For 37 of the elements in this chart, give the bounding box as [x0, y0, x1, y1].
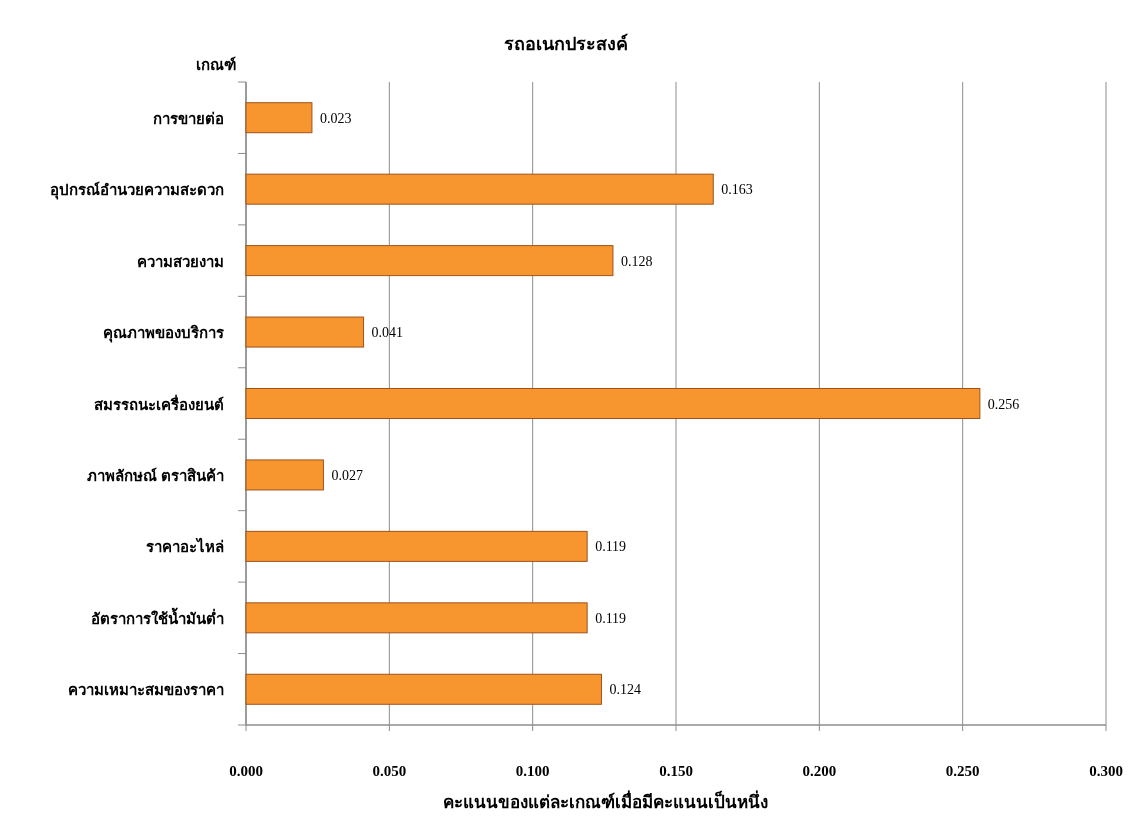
x-tick-label: 0.300 — [1089, 763, 1123, 779]
bar — [245, 102, 313, 134]
y-tick-label: การขายต่อ — [153, 110, 224, 127]
bar — [245, 673, 602, 705]
x-tick-label: 0.100 — [515, 763, 550, 779]
bar — [245, 388, 981, 419]
data-label: 0.027 — [331, 467, 363, 483]
y-tick-label: ราคาอะไหล่ — [146, 537, 224, 556]
x-tick-label: 0.000 — [229, 763, 263, 779]
y-tick-label: อุปกรณ์อำนวยความสะดวก — [50, 181, 224, 201]
data-label: 0.119 — [595, 610, 627, 626]
x-tick-label: 0.050 — [372, 763, 407, 779]
y-tick-label: ความสวยงาม — [137, 253, 224, 270]
x-tick-label: 0.200 — [802, 763, 837, 779]
data-label: 0.119 — [595, 539, 627, 555]
chart-title: รถอเนกประสงค์ — [504, 33, 628, 54]
y-axis-title: เกณฑ์ — [196, 56, 236, 73]
y-tick-label: ภาพลักษณ์ ตราสินค้า — [87, 466, 224, 484]
x-tick-label: 0.150 — [659, 763, 693, 779]
data-label: 0.124 — [609, 682, 641, 698]
y-tick-label: สมรรถนะเครื่องยนต์ — [94, 393, 224, 413]
data-label: 0.041 — [371, 325, 404, 341]
bar — [245, 245, 614, 277]
bar — [245, 173, 714, 205]
bar — [245, 602, 588, 634]
data-label: 0.256 — [987, 396, 1020, 412]
x-axis-title: คะแนนของแต่ละเกณฑ์เมื่อมีคะแนนเป็นหนึ่ง — [442, 790, 768, 812]
bar — [245, 459, 324, 491]
y-tick-label: อัตราการใช้น้ำมันต่ำ — [91, 606, 224, 627]
y-tick-label: ความเหมาะสมของราคา — [68, 682, 224, 699]
bar — [245, 530, 588, 562]
x-tick-label: 0.250 — [945, 763, 980, 779]
data-label: 0.128 — [620, 253, 653, 269]
data-label: 0.023 — [319, 110, 352, 126]
y-tick-label: คุณภาพของบริการ — [103, 324, 225, 344]
data-label: 0.163 — [721, 182, 753, 198]
bar — [245, 316, 365, 348]
